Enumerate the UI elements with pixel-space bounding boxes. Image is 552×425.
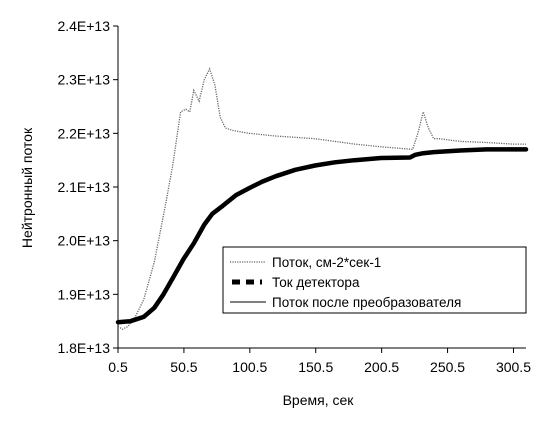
legend: Поток, см-2*сек-1 Ток детектора Поток посл… <box>222 246 527 314</box>
legend-box <box>222 246 527 314</box>
series-line-3 <box>117 148 526 323</box>
series-lines <box>115 67 529 330</box>
legend-label-1: Поток, см-2*сек-1 <box>272 255 381 270</box>
y-tick-label: 2.4E+13 <box>57 18 110 34</box>
y-tick-label: 2.1E+13 <box>57 179 110 195</box>
x-tick-label: 200.5 <box>364 359 399 375</box>
y-tick-label: 2.3E+13 <box>57 72 110 88</box>
x-axis-title: Время, сек <box>283 392 355 408</box>
y-tick-label: 1.9E+13 <box>57 286 110 302</box>
y-tick-label: 1.8E+13 <box>57 340 110 356</box>
y-tick-label: 2.2E+13 <box>57 125 110 141</box>
y-axis-title: Нейтронный поток <box>19 127 35 248</box>
legend-label-2: Ток детектора <box>272 275 360 290</box>
x-tick-label: 0.5 <box>108 359 128 375</box>
x-tick-label: 250.5 <box>430 359 465 375</box>
x-tick-label: 100.5 <box>232 359 267 375</box>
x-tick-label: 300.5 <box>496 359 531 375</box>
series-line-1 <box>117 67 526 330</box>
x-tick-label: 150.5 <box>298 359 333 375</box>
axes: 1.8E+13 1.9E+13 2.0E+13 2.1E+13 2.2E+13 2.3E+… <box>57 18 531 375</box>
y-tick-label: 2.0E+13 <box>57 233 110 249</box>
x-tick-label: 50.5 <box>170 359 197 375</box>
legend-label-3: Поток после преобразователя <box>272 295 461 310</box>
